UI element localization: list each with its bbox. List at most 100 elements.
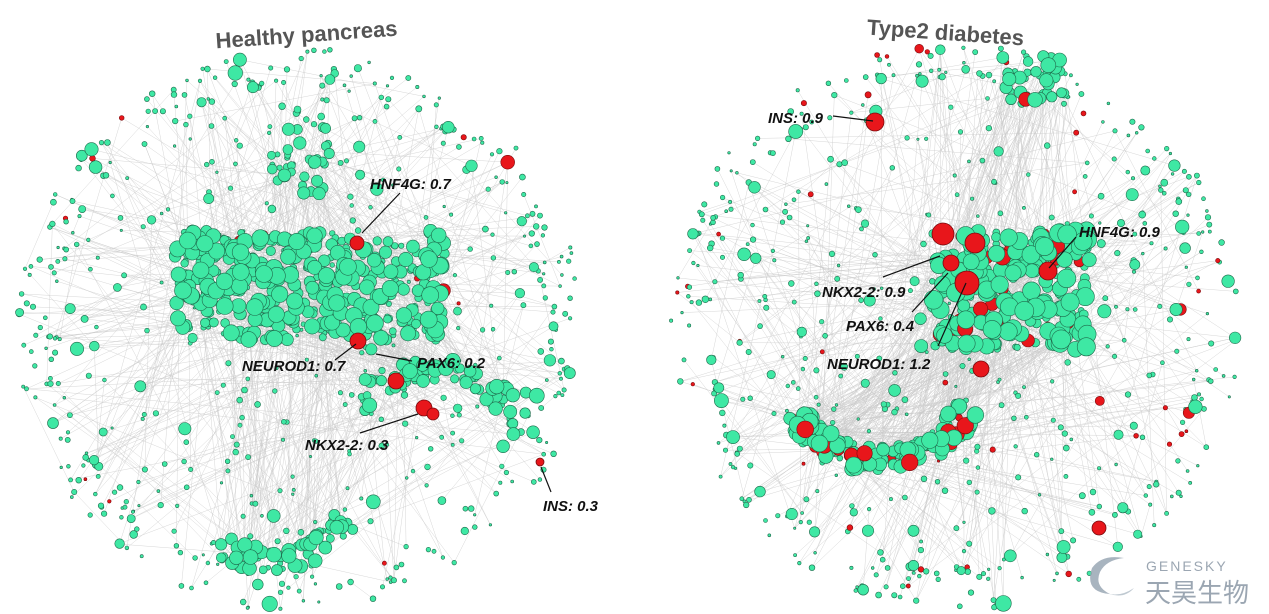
network-node	[343, 158, 349, 164]
network-node	[899, 583, 906, 590]
network-node	[920, 475, 928, 482]
network-node	[141, 411, 147, 417]
network-node	[766, 370, 776, 380]
network-node	[1208, 340, 1215, 347]
network-node	[247, 533, 254, 540]
network-node	[853, 588, 858, 593]
network-node	[1205, 312, 1209, 316]
network-node	[277, 589, 284, 595]
network-node	[231, 243, 250, 261]
network-node	[347, 89, 351, 93]
network-node	[393, 564, 400, 571]
network-node	[307, 259, 322, 275]
network-node	[1097, 192, 1105, 200]
network-node	[385, 300, 392, 307]
network-node	[453, 403, 463, 413]
network-node	[75, 164, 82, 172]
network-node	[726, 430, 740, 444]
network-node	[433, 102, 439, 108]
network-node	[354, 227, 362, 234]
network-node	[121, 272, 127, 279]
network-node	[680, 311, 684, 315]
network-node	[1022, 56, 1034, 67]
network-node	[1191, 377, 1196, 382]
network-node	[330, 245, 346, 261]
network-node	[995, 595, 1012, 612]
network-node	[557, 371, 562, 376]
network-node	[95, 473, 101, 479]
network-node	[845, 456, 863, 474]
network-node-highlighted	[989, 446, 996, 453]
network-node	[215, 170, 219, 174]
network-node	[879, 556, 886, 563]
network-node	[76, 149, 88, 162]
neurod1-leader-line	[334, 343, 357, 361]
network-node	[147, 215, 157, 225]
network-node	[335, 583, 343, 590]
network-node	[382, 236, 394, 247]
network-node	[178, 583, 185, 589]
network-node	[141, 466, 148, 473]
nkx2-2-leader-line-t2d	[882, 255, 941, 278]
network-node	[560, 393, 565, 398]
network-node	[312, 186, 326, 201]
network-node	[561, 387, 567, 393]
network-node	[544, 378, 549, 382]
network-node	[784, 202, 788, 206]
network-node	[22, 266, 28, 271]
network-node	[534, 241, 540, 247]
network-node	[301, 599, 306, 603]
network-node	[496, 148, 503, 155]
network-node	[719, 254, 725, 260]
network-node	[937, 67, 942, 72]
network-node	[485, 186, 491, 192]
network-node	[1026, 172, 1031, 177]
network-node	[997, 566, 1002, 571]
network-node	[1186, 174, 1192, 180]
network-node	[57, 337, 62, 342]
network-node	[411, 318, 421, 329]
network-node	[384, 442, 390, 447]
network-node	[1045, 552, 1050, 557]
network-node	[806, 236, 811, 240]
network-node	[1174, 348, 1180, 354]
network-node	[1204, 214, 1212, 221]
network-node	[383, 103, 390, 110]
network-node	[85, 372, 92, 379]
network-node	[810, 434, 829, 453]
network-node	[402, 363, 418, 379]
network-node	[252, 500, 259, 507]
network-node	[505, 269, 511, 275]
network-node	[372, 119, 378, 124]
network-node	[687, 323, 692, 328]
network-node	[543, 354, 557, 367]
network-node	[84, 142, 99, 157]
node-t2d-red-b	[1091, 520, 1107, 536]
node-nkx2-2b-t2d	[964, 232, 986, 254]
network-node	[734, 451, 741, 457]
network-node	[991, 178, 997, 185]
network-node	[911, 571, 916, 575]
network-node	[830, 420, 836, 426]
network-node	[907, 288, 913, 294]
network-node	[490, 327, 496, 332]
network-node	[1167, 316, 1174, 323]
network-node	[1175, 458, 1181, 464]
network-node-highlighted	[118, 115, 125, 121]
network-node	[1152, 156, 1157, 161]
network-node	[173, 543, 180, 549]
network-node	[1142, 221, 1148, 226]
network-node	[220, 382, 226, 388]
network-node	[267, 130, 272, 135]
network-node	[876, 442, 890, 457]
network-node	[528, 230, 535, 237]
network-node	[307, 155, 322, 169]
network-node	[267, 124, 273, 129]
network-node	[567, 316, 573, 321]
left-gene-labels: HNF4G: 0.7 NEUROD1: 0.7 PAX6: 0.2 NKX2-2…	[242, 176, 599, 515]
network-node	[442, 204, 446, 209]
network-node	[320, 97, 325, 102]
network-node	[1228, 331, 1242, 344]
network-node	[824, 182, 829, 186]
network-node	[157, 502, 164, 509]
